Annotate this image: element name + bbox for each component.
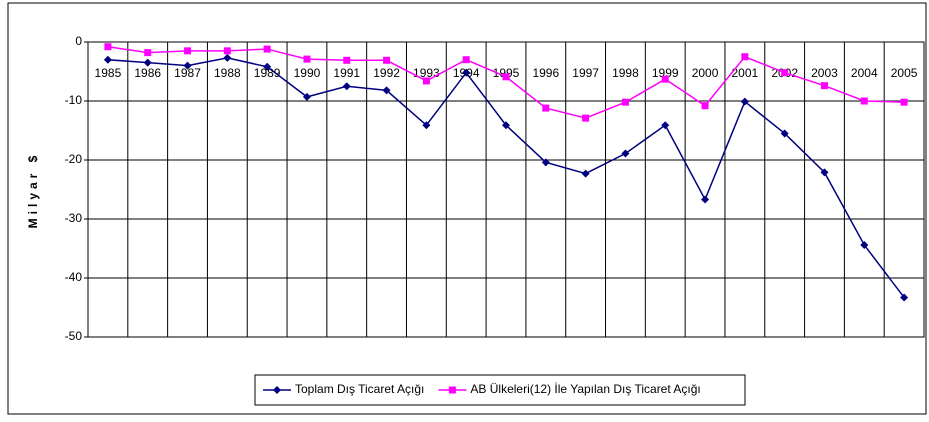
point [701,102,709,110]
x-tick-label: 2001 [732,66,759,80]
point [820,82,828,90]
point [462,68,471,77]
point [263,62,272,71]
point [661,121,670,130]
y-tick-label: -20 [65,152,83,166]
legend-label: Toplam Dış Ticaret Açığı [295,382,424,396]
point [273,386,281,394]
point [820,168,829,177]
x-tick-label: 2004 [851,66,878,80]
point [541,158,550,167]
y-tick-label: -10 [65,93,83,107]
point [860,240,869,249]
point [103,55,112,64]
point [900,293,909,302]
point [263,45,271,53]
x-tick-label: 1995 [493,66,520,80]
point [780,129,789,138]
point [661,75,669,83]
point [621,98,629,106]
point [184,47,192,55]
point [621,149,630,158]
point [860,97,868,105]
point [448,386,456,394]
x-tick-label: 1996 [532,66,559,80]
x-tick-label: 1991 [333,66,360,80]
point [343,56,351,64]
y-tick-label: -40 [65,270,83,284]
x-tick-label: 1998 [612,66,639,80]
legend-label: AB Ülkeleri(12) İle Yapılan Dış Ticaret … [470,382,700,396]
point [701,195,710,204]
x-tick-label: 1992 [373,66,400,80]
point [422,77,430,85]
y-tick-label: 0 [75,34,82,48]
point [781,69,789,77]
x-tick-label: 1999 [652,66,679,80]
x-tick-label: 1988 [214,66,241,80]
x-tick-label: 1989 [254,66,281,80]
point [462,56,470,64]
point [581,169,590,178]
point [183,61,192,70]
point [502,73,510,81]
point [542,104,550,112]
point [143,58,152,67]
x-tick-label: 1986 [134,66,161,80]
point [144,49,152,57]
point [302,92,311,101]
point [303,55,311,63]
x-tick-label: 1990 [294,66,321,80]
x-tick-label: 2005 [891,66,918,80]
y-tick-label: -50 [65,329,83,343]
point [342,82,351,91]
x-tick-label: 1987 [174,66,201,80]
plot-area [87,41,925,338]
point [223,53,232,62]
point [900,98,908,106]
point [383,56,391,64]
point [741,53,749,61]
x-tick-label: 1985 [95,66,122,80]
y-axis-label: Milyar $ [26,152,40,229]
point [223,47,231,55]
point [502,121,510,130]
point [104,43,112,51]
x-tick-label: 2000 [692,66,719,80]
point [422,121,431,130]
y-tick-label: -30 [65,211,83,225]
point [582,114,590,122]
point [740,97,749,106]
x-tick-label: 2003 [811,66,838,80]
x-tick-label: 1997 [572,66,599,80]
point [382,86,391,95]
legend [254,374,746,406]
